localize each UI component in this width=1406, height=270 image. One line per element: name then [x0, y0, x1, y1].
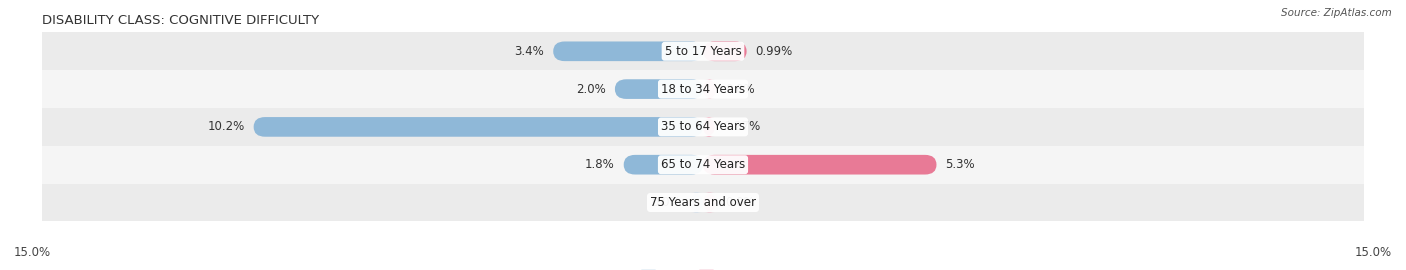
Legend: Male, Female: Male, Female — [636, 265, 770, 270]
Text: 1.8%: 1.8% — [585, 158, 614, 171]
FancyBboxPatch shape — [253, 117, 703, 137]
FancyBboxPatch shape — [42, 184, 1364, 221]
Text: 15.0%: 15.0% — [1355, 246, 1392, 259]
Text: 0.0%: 0.0% — [725, 83, 755, 96]
FancyBboxPatch shape — [690, 193, 703, 212]
FancyBboxPatch shape — [624, 155, 703, 174]
Text: 0.99%: 0.99% — [755, 45, 793, 58]
Text: 3.4%: 3.4% — [515, 45, 544, 58]
FancyBboxPatch shape — [703, 117, 714, 137]
FancyBboxPatch shape — [703, 193, 716, 212]
FancyBboxPatch shape — [42, 108, 1364, 146]
Text: DISABILITY CLASS: COGNITIVE DIFFICULTY: DISABILITY CLASS: COGNITIVE DIFFICULTY — [42, 14, 319, 27]
FancyBboxPatch shape — [614, 79, 703, 99]
Text: 18 to 34 Years: 18 to 34 Years — [661, 83, 745, 96]
Text: 65 to 74 Years: 65 to 74 Years — [661, 158, 745, 171]
Text: 75 Years and over: 75 Years and over — [650, 196, 756, 209]
FancyBboxPatch shape — [703, 42, 747, 61]
Text: 0.0%: 0.0% — [651, 196, 681, 209]
Text: 2.0%: 2.0% — [576, 83, 606, 96]
FancyBboxPatch shape — [703, 155, 936, 174]
Text: 35 to 64 Years: 35 to 64 Years — [661, 120, 745, 133]
Text: 0.0%: 0.0% — [725, 196, 755, 209]
FancyBboxPatch shape — [553, 42, 703, 61]
Text: 0.27%: 0.27% — [724, 120, 761, 133]
Text: 15.0%: 15.0% — [14, 246, 51, 259]
FancyBboxPatch shape — [42, 32, 1364, 70]
FancyBboxPatch shape — [42, 146, 1364, 184]
Text: 10.2%: 10.2% — [208, 120, 245, 133]
FancyBboxPatch shape — [703, 79, 716, 99]
FancyBboxPatch shape — [42, 70, 1364, 108]
Text: 5.3%: 5.3% — [945, 158, 974, 171]
Text: 5 to 17 Years: 5 to 17 Years — [665, 45, 741, 58]
Text: Source: ZipAtlas.com: Source: ZipAtlas.com — [1281, 8, 1392, 18]
